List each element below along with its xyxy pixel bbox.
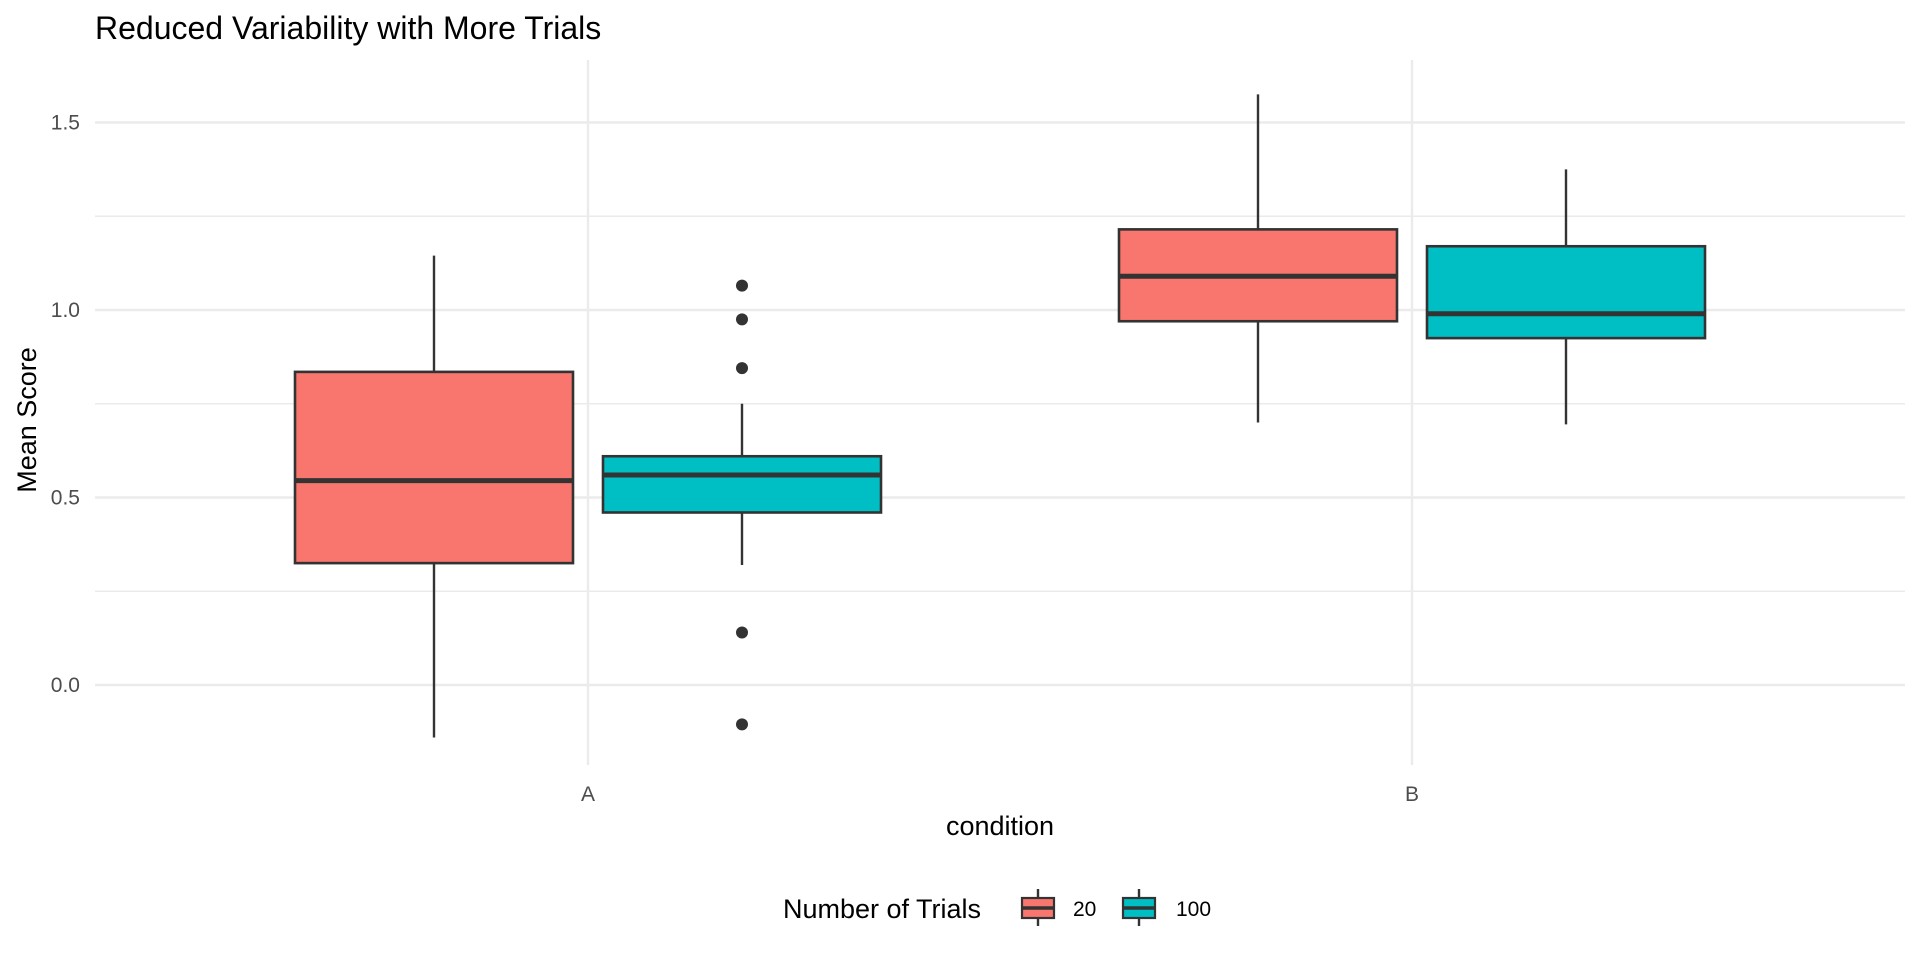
legend-label: 100 <box>1176 898 1211 921</box>
outlier-point <box>736 718 748 731</box>
x-tick-label: A <box>581 783 595 806</box>
box-iqr <box>1425 244 1707 340</box>
box-B-100 <box>1425 169 1707 425</box>
legend-key-100 <box>1121 889 1157 926</box>
legend-title: Number of Trials <box>783 894 981 924</box>
legend-key-20 <box>1020 889 1056 926</box>
box-iqr <box>601 454 883 514</box>
y-tick-label: 0.5 <box>51 487 80 510</box>
x-tick-label: B <box>1405 783 1419 806</box>
box-A-20 <box>293 255 575 738</box>
outlier-point <box>736 362 748 375</box>
y-tick-label: 1.0 <box>51 299 80 322</box>
box-iqr <box>293 370 575 565</box>
y-tick-label: 1.5 <box>51 112 80 135</box>
legend-label: 20 <box>1073 898 1096 921</box>
y-axis-title: Mean Score <box>12 347 42 493</box>
box-A-100 <box>601 279 883 731</box>
outlier-point <box>736 279 748 292</box>
outlier-point <box>736 626 748 639</box>
y-tick-label: 0.0 <box>51 674 80 697</box>
box-B-20 <box>1117 94 1399 423</box>
outlier-point <box>736 313 748 326</box>
chart-title: Reduced Variability with More Trials <box>95 10 601 46</box>
legend: Number of Trials 20 100 <box>783 889 1211 926</box>
plot-area: 0.0 0.5 1.0 1.5 A B <box>51 60 1905 806</box>
x-axis-title: condition <box>946 811 1054 841</box>
